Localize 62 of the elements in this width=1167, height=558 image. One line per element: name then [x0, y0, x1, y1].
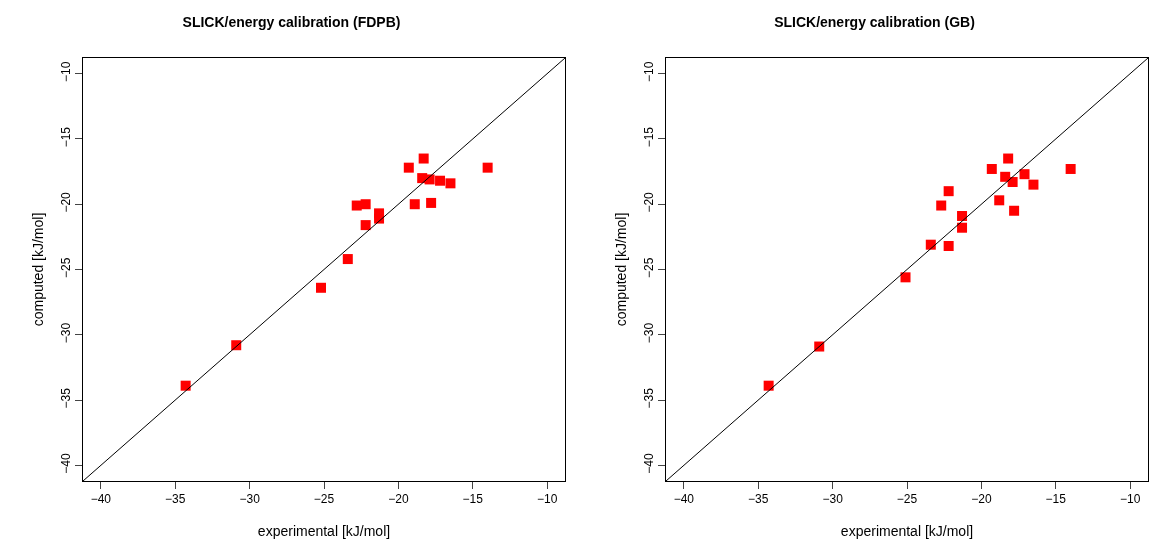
x-axis-title: experimental [kJ/mol] [840, 522, 974, 539]
x-tick-label: −20 [388, 492, 409, 507]
x-tick-label: −25 [313, 492, 335, 507]
point [1019, 169, 1030, 180]
y-axis-title: computed [kJ/mol] [29, 212, 46, 327]
y-axis-title: computed [kJ/mol] [612, 212, 629, 327]
x-tick-label: −15 [462, 492, 484, 507]
point [482, 162, 493, 173]
point [1009, 205, 1020, 216]
y-tick-label: −10 [642, 61, 657, 83]
point [351, 200, 362, 211]
y-tick-label: −25 [59, 257, 74, 278]
point [316, 282, 327, 293]
y-tick-label: −15 [59, 126, 74, 148]
point [1003, 153, 1014, 164]
x-axis-title: experimental [kJ/mol] [257, 522, 391, 539]
y-tick-label: −40 [59, 453, 74, 474]
point [1065, 163, 1076, 174]
point [435, 175, 446, 186]
x-tick-label: −15 [1045, 492, 1067, 507]
point [943, 186, 954, 197]
y-tick-label: −10 [59, 61, 74, 83]
x-tick-label: −35 [165, 492, 186, 507]
y-tick-label: −25 [642, 257, 657, 278]
y-tick-label: −15 [642, 126, 657, 148]
point [418, 153, 429, 164]
point [936, 200, 947, 211]
x-tick-label: −40 [90, 492, 112, 507]
x-tick-label: −30 [239, 492, 261, 507]
y-tick-label: −20 [642, 191, 657, 213]
y-tick-label: −35 [59, 387, 74, 409]
y-tick-label: −40 [642, 453, 657, 474]
point [957, 222, 968, 233]
point [360, 220, 371, 231]
x-tick-label: −20 [971, 492, 992, 507]
point [986, 163, 997, 174]
point [900, 272, 911, 283]
point [403, 162, 414, 173]
point [763, 380, 774, 391]
point [180, 380, 191, 391]
x-tick-label: −35 [748, 492, 769, 507]
x-tick-label: −25 [896, 492, 918, 507]
point [426, 197, 437, 208]
y-tick-label: −20 [59, 191, 74, 213]
y-tick-label: −30 [642, 322, 657, 344]
point [957, 210, 968, 221]
point [342, 254, 353, 265]
x-tick-label: −10 [1119, 492, 1141, 507]
point [1007, 177, 1018, 188]
y-tick-label: −35 [642, 387, 657, 409]
point [994, 195, 1005, 206]
x-tick-label: −40 [673, 492, 695, 507]
chart-title: SLICK/energy calibration (FDPB) [182, 13, 401, 30]
y-tick-label: −30 [59, 322, 74, 344]
chart-title: SLICK/energy calibration (GB) [774, 13, 975, 30]
x-tick-label: −30 [822, 492, 844, 507]
point [409, 199, 420, 210]
point [1028, 179, 1039, 190]
point [943, 241, 954, 251]
point [360, 199, 371, 210]
point [445, 178, 456, 189]
x-tick-label: −10 [536, 492, 558, 507]
